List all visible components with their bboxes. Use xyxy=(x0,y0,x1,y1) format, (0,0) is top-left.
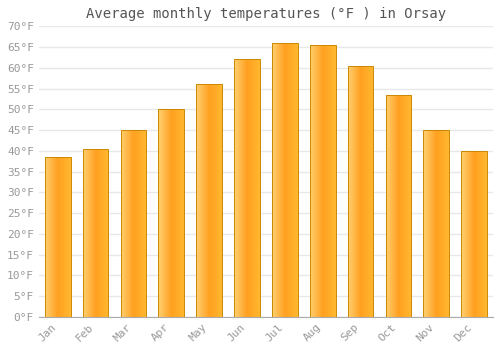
Bar xyxy=(386,95,411,317)
Bar xyxy=(120,130,146,317)
Bar xyxy=(82,149,108,317)
Bar xyxy=(158,109,184,317)
Bar xyxy=(272,43,297,317)
Bar xyxy=(424,130,449,317)
Bar xyxy=(310,45,336,317)
Title: Average monthly temperatures (°F ) in Orsay: Average monthly temperatures (°F ) in Or… xyxy=(86,7,446,21)
Bar xyxy=(196,84,222,317)
Bar xyxy=(234,60,260,317)
Bar xyxy=(45,157,70,317)
Bar xyxy=(462,151,487,317)
Bar xyxy=(348,66,374,317)
